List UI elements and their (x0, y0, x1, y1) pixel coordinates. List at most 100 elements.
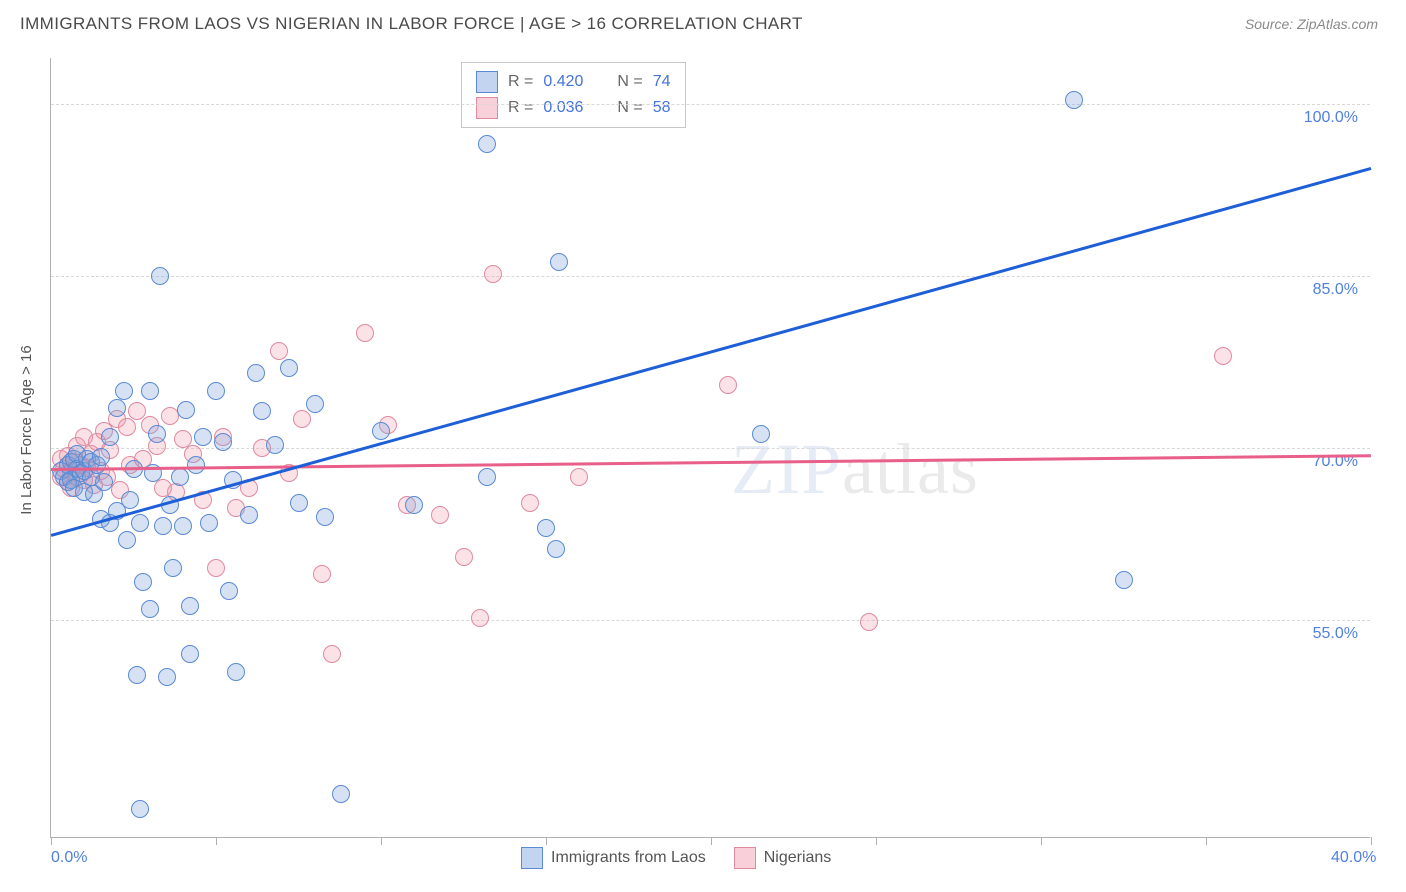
correlation-legend: R = 0.420 N = 74 R = 0.036 N = 58 (461, 62, 686, 128)
x-tick (1371, 837, 1372, 845)
data-point-blue (95, 473, 113, 491)
legend-item-pink: Nigerians (734, 847, 832, 869)
r-value-blue: 0.420 (543, 73, 583, 91)
x-tick (1041, 837, 1042, 845)
series-legend: Immigrants from Laos Nigerians (521, 847, 831, 869)
y-axis-title: In Labor Force | Age > 16 (18, 345, 35, 514)
data-point-blue (547, 540, 565, 558)
data-point-blue (131, 514, 149, 532)
legend-row-blue: R = 0.420 N = 74 (476, 69, 671, 95)
x-tick (546, 837, 547, 845)
x-tick (381, 837, 382, 845)
data-point-pink (118, 418, 136, 436)
trendline-pink (51, 454, 1371, 470)
n-label: N = (617, 73, 642, 91)
data-point-pink (1214, 347, 1232, 365)
n-value-blue: 74 (653, 73, 671, 91)
n-label: N = (617, 99, 642, 117)
data-point-blue (253, 402, 271, 420)
data-point-blue (101, 428, 119, 446)
gridline (51, 276, 1370, 277)
data-point-blue (1115, 571, 1133, 589)
data-point-pink (356, 324, 374, 342)
scatter-chart: ZIPatlas R = 0.420 N = 74 R = 0.036 N = … (50, 58, 1370, 838)
swatch-blue (476, 71, 498, 93)
data-point-blue (220, 582, 238, 600)
data-point-pink (860, 613, 878, 631)
data-point-blue (108, 399, 126, 417)
data-point-blue (128, 666, 146, 684)
data-point-blue (214, 433, 232, 451)
data-point-blue (478, 468, 496, 486)
data-point-blue (306, 395, 324, 413)
x-tick (216, 837, 217, 845)
data-point-pink (570, 468, 588, 486)
data-point-blue (115, 382, 133, 400)
data-point-blue (240, 506, 258, 524)
x-tick-label: 40.0% (1331, 849, 1376, 867)
data-point-blue (134, 573, 152, 591)
data-point-blue (478, 135, 496, 153)
legend-row-pink: R = 0.036 N = 58 (476, 95, 671, 121)
data-point-blue (200, 514, 218, 532)
data-point-blue (121, 491, 139, 509)
data-point-pink (455, 548, 473, 566)
data-point-blue (141, 600, 159, 618)
data-point-blue (131, 800, 149, 818)
data-point-blue (171, 468, 189, 486)
swatch-pink (476, 97, 498, 119)
data-point-pink (719, 376, 737, 394)
watermark: ZIPatlas (731, 428, 979, 511)
data-point-blue (181, 597, 199, 615)
gridline (51, 104, 1370, 105)
data-point-blue (194, 428, 212, 446)
r-label: R = (508, 73, 533, 91)
x-tick (51, 837, 52, 845)
x-tick (876, 837, 877, 845)
data-point-blue (372, 422, 390, 440)
swatch-pink (734, 847, 756, 869)
y-tick-label: 55.0% (1313, 625, 1358, 643)
data-point-pink (313, 565, 331, 583)
data-point-blue (537, 519, 555, 537)
y-tick-label: 85.0% (1313, 281, 1358, 299)
data-point-blue (174, 517, 192, 535)
data-point-blue (181, 645, 199, 663)
data-point-blue (164, 559, 182, 577)
data-point-blue (752, 425, 770, 443)
data-point-blue (266, 436, 284, 454)
data-point-blue (141, 382, 159, 400)
data-point-pink (471, 609, 489, 627)
data-point-pink (293, 410, 311, 428)
data-point-blue (280, 359, 298, 377)
data-point-pink (484, 265, 502, 283)
data-point-blue (290, 494, 308, 512)
data-point-blue (316, 508, 334, 526)
data-point-blue (158, 668, 176, 686)
y-tick-label: 100.0% (1304, 109, 1358, 127)
legend-item-blue: Immigrants from Laos (521, 847, 706, 869)
data-point-pink (431, 506, 449, 524)
series-label-blue: Immigrants from Laos (551, 849, 706, 867)
x-tick-label: 0.0% (51, 849, 87, 867)
chart-title: IMMIGRANTS FROM LAOS VS NIGERIAN IN LABO… (20, 14, 803, 34)
r-value-pink: 0.036 (543, 99, 583, 117)
data-point-blue (154, 517, 172, 535)
data-point-blue (151, 267, 169, 285)
data-point-blue (405, 496, 423, 514)
x-tick (1206, 837, 1207, 845)
swatch-blue (521, 847, 543, 869)
data-point-blue (92, 448, 110, 466)
data-point-blue (227, 663, 245, 681)
data-point-pink (521, 494, 539, 512)
data-point-blue (187, 456, 205, 474)
data-point-blue (247, 364, 265, 382)
gridline (51, 620, 1370, 621)
gridline (51, 448, 1370, 449)
x-tick (711, 837, 712, 845)
data-point-blue (207, 382, 225, 400)
n-value-pink: 58 (653, 99, 671, 117)
data-point-pink (323, 645, 341, 663)
data-point-blue (332, 785, 350, 803)
data-point-blue (1065, 91, 1083, 109)
